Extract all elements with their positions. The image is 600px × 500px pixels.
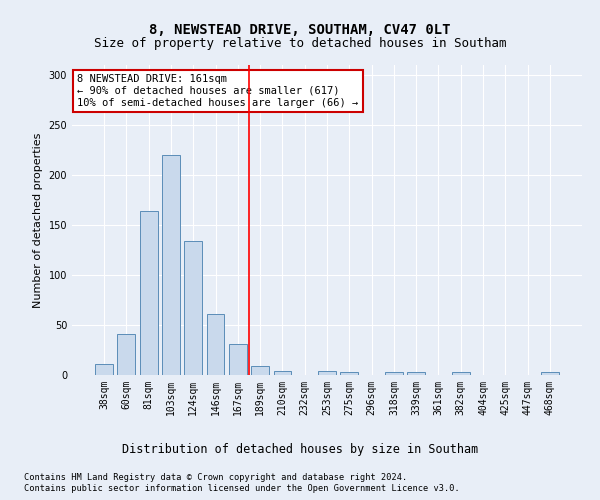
Bar: [95, 364, 113, 375]
Y-axis label: Number of detached properties: Number of detached properties: [33, 132, 43, 308]
Bar: [385, 372, 403, 375]
Bar: [407, 372, 425, 375]
Text: Size of property relative to detached houses in Southam: Size of property relative to detached ho…: [94, 38, 506, 51]
Bar: [274, 371, 292, 375]
Bar: [251, 366, 269, 375]
Text: 8, NEWSTEAD DRIVE, SOUTHAM, CV47 0LT: 8, NEWSTEAD DRIVE, SOUTHAM, CV47 0LT: [149, 22, 451, 36]
Bar: [452, 372, 470, 375]
Bar: [162, 155, 180, 375]
Text: 8 NEWSTEAD DRIVE: 161sqm
← 90% of detached houses are smaller (617)
10% of semi-: 8 NEWSTEAD DRIVE: 161sqm ← 90% of detach…: [77, 74, 358, 108]
Bar: [206, 314, 224, 375]
Text: Contains public sector information licensed under the Open Government Licence v3: Contains public sector information licen…: [24, 484, 460, 493]
Text: Distribution of detached houses by size in Southam: Distribution of detached houses by size …: [122, 442, 478, 456]
Bar: [118, 334, 136, 375]
Bar: [229, 344, 247, 375]
Bar: [140, 211, 158, 375]
Bar: [184, 241, 202, 375]
Bar: [340, 372, 358, 375]
Bar: [318, 371, 336, 375]
Bar: [541, 372, 559, 375]
Text: Contains HM Land Registry data © Crown copyright and database right 2024.: Contains HM Land Registry data © Crown c…: [24, 472, 407, 482]
